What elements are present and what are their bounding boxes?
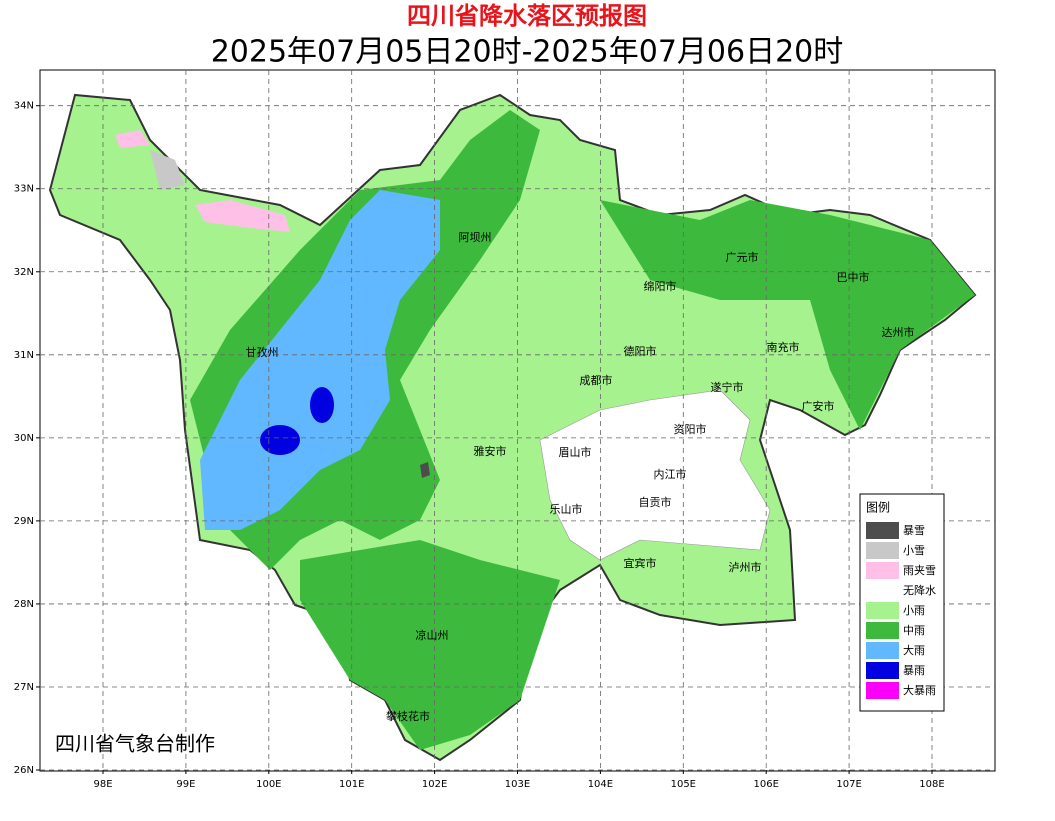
legend-swatch xyxy=(866,582,899,599)
rainstorm xyxy=(260,425,300,455)
legend-swatch xyxy=(866,682,899,699)
region-label: 雅安市 xyxy=(474,444,507,458)
legend-swatch xyxy=(866,662,899,679)
region-label: 德阳市 xyxy=(624,344,657,358)
region-label: 自贡市 xyxy=(639,495,672,509)
moderate-rain xyxy=(600,200,975,430)
legend-label: 暴雨 xyxy=(903,664,925,677)
x-tick-label: 101E xyxy=(339,779,364,790)
legend-swatch xyxy=(866,542,899,559)
region-label: 攀枝花市 xyxy=(386,709,430,723)
legend-label: 大暴雨 xyxy=(903,683,936,697)
grid: 98E 99E 100E 101E 102E 103E 104E 105E 106E 107E 10… xyxy=(14,70,995,790)
legend-swatch xyxy=(866,602,899,619)
legend-label: 无降水 xyxy=(903,583,936,597)
region-label: 内江市 xyxy=(654,467,687,481)
region-label: 广元市 xyxy=(726,250,759,264)
region-label: 成都市 xyxy=(580,373,613,387)
y-tick-label: 28N xyxy=(14,599,34,610)
region-label: 巴中市 xyxy=(837,270,870,284)
region-label: 阿坝州 xyxy=(459,230,492,244)
sleet xyxy=(195,200,290,232)
legend-swatch xyxy=(866,522,899,539)
no-precip xyxy=(539,389,771,561)
x-tick-label: 102E xyxy=(422,779,447,790)
x-tick-label: 106E xyxy=(753,779,778,790)
legend-label: 中雨 xyxy=(903,624,925,637)
region-label: 资阳市 xyxy=(674,422,707,436)
region-label: 宜宾市 xyxy=(624,556,657,570)
y-tick-label: 32N xyxy=(14,267,34,278)
moderate-rain xyxy=(300,540,560,750)
credit: 四川省气象台制作 xyxy=(55,732,215,756)
title: 四川省降水落区预报图 xyxy=(407,2,647,30)
region-label: 泸州市 xyxy=(729,560,762,574)
legend-label: 小雪 xyxy=(903,544,925,557)
region-labels: 阿坝州 广元市 巴中市 绵阳市 甘孜州 德阳市 南充市 达州市 成都市 遂宁市 … xyxy=(246,230,915,723)
x-tick-label: 107E xyxy=(836,779,861,790)
y-tick-label: 27N xyxy=(14,682,34,693)
y-tick-label: 29N xyxy=(14,516,34,527)
region-label: 达州市 xyxy=(882,325,915,339)
region-label: 凉山州 xyxy=(416,628,449,642)
y-tick-label: 33N xyxy=(14,184,34,195)
heavy-rain xyxy=(200,190,440,530)
region-label: 绵阳市 xyxy=(644,279,677,293)
region-label: 甘孜州 xyxy=(246,345,279,359)
legend-swatch xyxy=(866,622,899,639)
region-label: 广安市 xyxy=(802,399,835,413)
legend-label: 大雨 xyxy=(903,643,925,657)
y-tick-label: 34N xyxy=(14,101,34,112)
y-tick-label: 26N xyxy=(14,765,34,776)
x-tick-label: 98E xyxy=(93,779,112,790)
rainstorm xyxy=(310,387,334,423)
y-tick-label: 31N xyxy=(14,350,34,361)
snowstorm xyxy=(420,462,430,478)
region-label: 南充市 xyxy=(767,340,800,354)
x-tick-label: 103E xyxy=(505,779,530,790)
sleet xyxy=(115,130,150,148)
precip-areas xyxy=(48,93,977,762)
light-snow xyxy=(150,150,185,190)
x-tick-label: 104E xyxy=(588,779,613,790)
region-label: 眉山市 xyxy=(559,445,592,459)
legend-swatch xyxy=(866,642,899,659)
legend-label: 雨夹雪 xyxy=(903,564,936,577)
region-label: 乐山市 xyxy=(550,502,583,516)
x-tick-label: 108E xyxy=(919,779,944,790)
x-tick-label: 100E xyxy=(256,779,281,790)
x-tick-label: 99E xyxy=(176,779,195,790)
y-tick-label: 30N xyxy=(14,433,34,444)
subtitle: 2025年07月05日20时-2025年07月06日20时 xyxy=(211,35,844,70)
x-tick-label: 105E xyxy=(671,779,696,790)
legend-label: 小雨 xyxy=(903,604,925,617)
region-label: 遂宁市 xyxy=(711,380,744,394)
legend-title: 图例 xyxy=(866,501,890,515)
legend-swatch xyxy=(866,562,899,579)
legend-label: 暴雪 xyxy=(903,524,925,537)
